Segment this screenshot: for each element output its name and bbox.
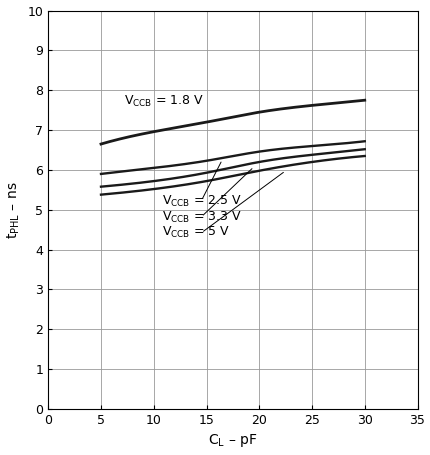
- Y-axis label: t$_\mathregular{PHL}$ – ns: t$_\mathregular{PHL}$ – ns: [6, 181, 22, 238]
- Text: V$_\mathregular{CCB}$ = 1.8 V: V$_\mathregular{CCB}$ = 1.8 V: [124, 94, 203, 109]
- Text: V$_\mathregular{CCB}$ = 3.3 V: V$_\mathregular{CCB}$ = 3.3 V: [162, 209, 242, 224]
- Text: V$_\mathregular{CCB}$ = 2.5 V: V$_\mathregular{CCB}$ = 2.5 V: [162, 193, 242, 208]
- Text: V$_\mathregular{CCB}$ = 5 V: V$_\mathregular{CCB}$ = 5 V: [162, 225, 230, 240]
- X-axis label: C$_\mathregular{L}$ – pF: C$_\mathregular{L}$ – pF: [208, 432, 257, 450]
